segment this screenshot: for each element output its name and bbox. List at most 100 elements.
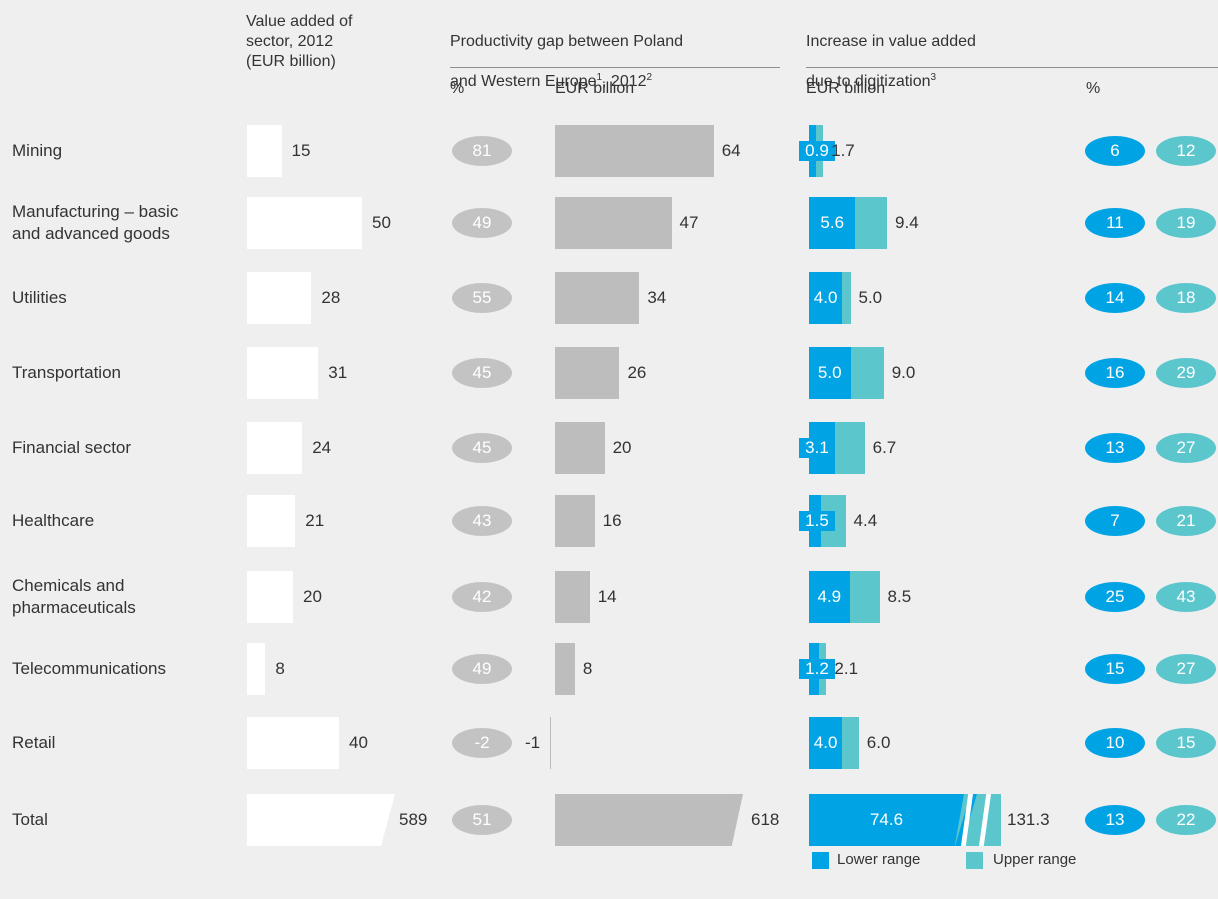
upper-range-label: 131.3 (1007, 810, 1050, 829)
lower-range-label: 0.9 (799, 141, 835, 161)
lower-range-label: 4.9 (817, 587, 842, 606)
lower-range-bar (809, 717, 843, 769)
value-added-label: 31 (328, 363, 348, 382)
upper-range-label: 5.0 (858, 288, 883, 307)
gap-eur-label: 8 (582, 659, 593, 678)
lower-range-label: 74.6 (869, 810, 904, 829)
legend-lower-swatch (812, 852, 829, 869)
gap-pct-pill: 43 (452, 506, 512, 536)
gap-eur-bar (555, 272, 640, 324)
pct-lower-pill: 15 (1085, 654, 1145, 684)
productivity-gap-header-line1: Productivity gap between Poland (450, 33, 684, 50)
gap-eur-label: 16 (602, 511, 622, 530)
gap-pct-pill: 51 (452, 805, 512, 835)
value-added-bar (247, 347, 319, 399)
value-added-bar (247, 794, 393, 846)
pct-upper-pill: 21 (1156, 506, 1216, 536)
value-added-label: 15 (291, 141, 311, 160)
gap-header-rule (450, 67, 780, 68)
value-added-bar (247, 495, 296, 547)
lower-range-bar (809, 794, 964, 846)
pct-upper-pill: 27 (1156, 654, 1216, 684)
value-added-label: 40 (349, 733, 368, 752)
upper-range-label: 2.1 (834, 659, 859, 678)
row-label: Transportation (12, 363, 121, 382)
gap-eur-bar (550, 717, 551, 769)
gap-eur-subheader: EUR billion (555, 80, 635, 97)
lower-range-bar (809, 571, 850, 623)
value-added-bar (247, 422, 303, 474)
row-label: Retail (12, 733, 56, 752)
pct-upper-pill: 19 (1156, 208, 1216, 238)
pct-lower-pill: 13 (1085, 433, 1145, 463)
pct-upper-pill: 15 (1156, 728, 1216, 758)
gap-eur-bar (555, 495, 595, 547)
gap-eur-label: 64 (721, 141, 741, 160)
gap-eur-bar (555, 643, 575, 695)
pct-upper-pill: 27 (1156, 433, 1216, 463)
pct-lower-pill: 11 (1085, 208, 1145, 238)
increase-header-rule (806, 67, 1218, 68)
upper-range-label: 4.4 (853, 511, 878, 530)
legend-lower-label: Lower range (837, 851, 921, 868)
upper-range-label: 6.0 (866, 733, 891, 752)
upper-range-label: 1.7 (831, 141, 855, 160)
value-added-label: 21 (305, 511, 325, 530)
upper-range-label: 9.0 (891, 363, 916, 382)
value-added-label: 8 (275, 659, 285, 678)
gap-pct-pill: 55 (452, 283, 512, 313)
increase-pct-subheader: % (1086, 80, 1101, 97)
increase-header-line1: Increase in value added (806, 33, 976, 50)
legend-upper-label: Upper range (993, 851, 1077, 868)
lower-range-label: 4.0 (813, 288, 838, 307)
lower-range-label: 3.1 (799, 438, 835, 458)
footnote-3: 3 (930, 72, 937, 83)
upper-range-label: 8.5 (887, 587, 912, 606)
lower-range-label: 5.0 (817, 363, 842, 382)
gap-eur-label: 34 (647, 288, 667, 307)
row-label: Chemicals and pharmaceuticals (12, 576, 136, 617)
value-added-bar (247, 571, 293, 623)
pct-lower-pill: 10 (1085, 728, 1145, 758)
gap-eur-label: 20 (612, 438, 632, 457)
gap-pct-pill: 49 (452, 208, 512, 238)
value-added-label: 589 (399, 810, 428, 829)
pct-lower-pill: 14 (1085, 283, 1145, 313)
gap-eur-bar (555, 422, 605, 474)
lower-range-label: 5.6 (820, 213, 845, 232)
pct-upper-pill: 22 (1156, 805, 1216, 835)
upper-range-label: 9.4 (895, 213, 919, 232)
value-added-bar (247, 125, 282, 177)
gap-eur-bar (555, 794, 743, 846)
gap-eur-label: -1 (525, 733, 541, 752)
value-added-label: 20 (303, 587, 322, 606)
row-label: Healthcare (12, 511, 95, 530)
lower-range-label: 1.2 (799, 659, 835, 679)
gap-eur-bar (555, 197, 672, 249)
gap-eur-label: 26 (627, 363, 647, 382)
gap-pct-pill: 49 (452, 654, 512, 684)
gap-pct-pill: -2 (452, 728, 512, 758)
gap-eur-bar (555, 125, 714, 177)
increase-eur-subheader: EUR billion (806, 80, 886, 97)
lower-range-bar (809, 347, 851, 399)
productivity-gap-header: Productivity gap between Poland and West… (450, 12, 683, 92)
gap-pct-subheader: % (450, 80, 465, 97)
row-label: Manufacturing – basic and advanced goods (12, 202, 179, 243)
pct-lower-pill: 7 (1085, 506, 1145, 536)
gap-pct-pill: 42 (452, 582, 512, 612)
lower-range-label: 1.5 (799, 511, 835, 531)
value-added-bar (247, 717, 339, 769)
pct-upper-pill: 29 (1156, 358, 1216, 388)
increase-header-line2: due to digitization (806, 73, 931, 90)
gap-pct-pill: 45 (452, 358, 512, 388)
value-added-label: 50 (372, 213, 391, 232)
gap-pct-pill: 81 (452, 136, 512, 166)
gap-pct-pill: 45 (452, 433, 512, 463)
row-label: Financial sector (12, 438, 132, 457)
pct-upper-pill: 12 (1156, 136, 1216, 166)
productivity-gap-header-line2: and Western Europe (450, 73, 597, 90)
pct-upper-pill: 43 (1156, 582, 1216, 612)
upper-range-label: 6.7 (872, 438, 897, 457)
